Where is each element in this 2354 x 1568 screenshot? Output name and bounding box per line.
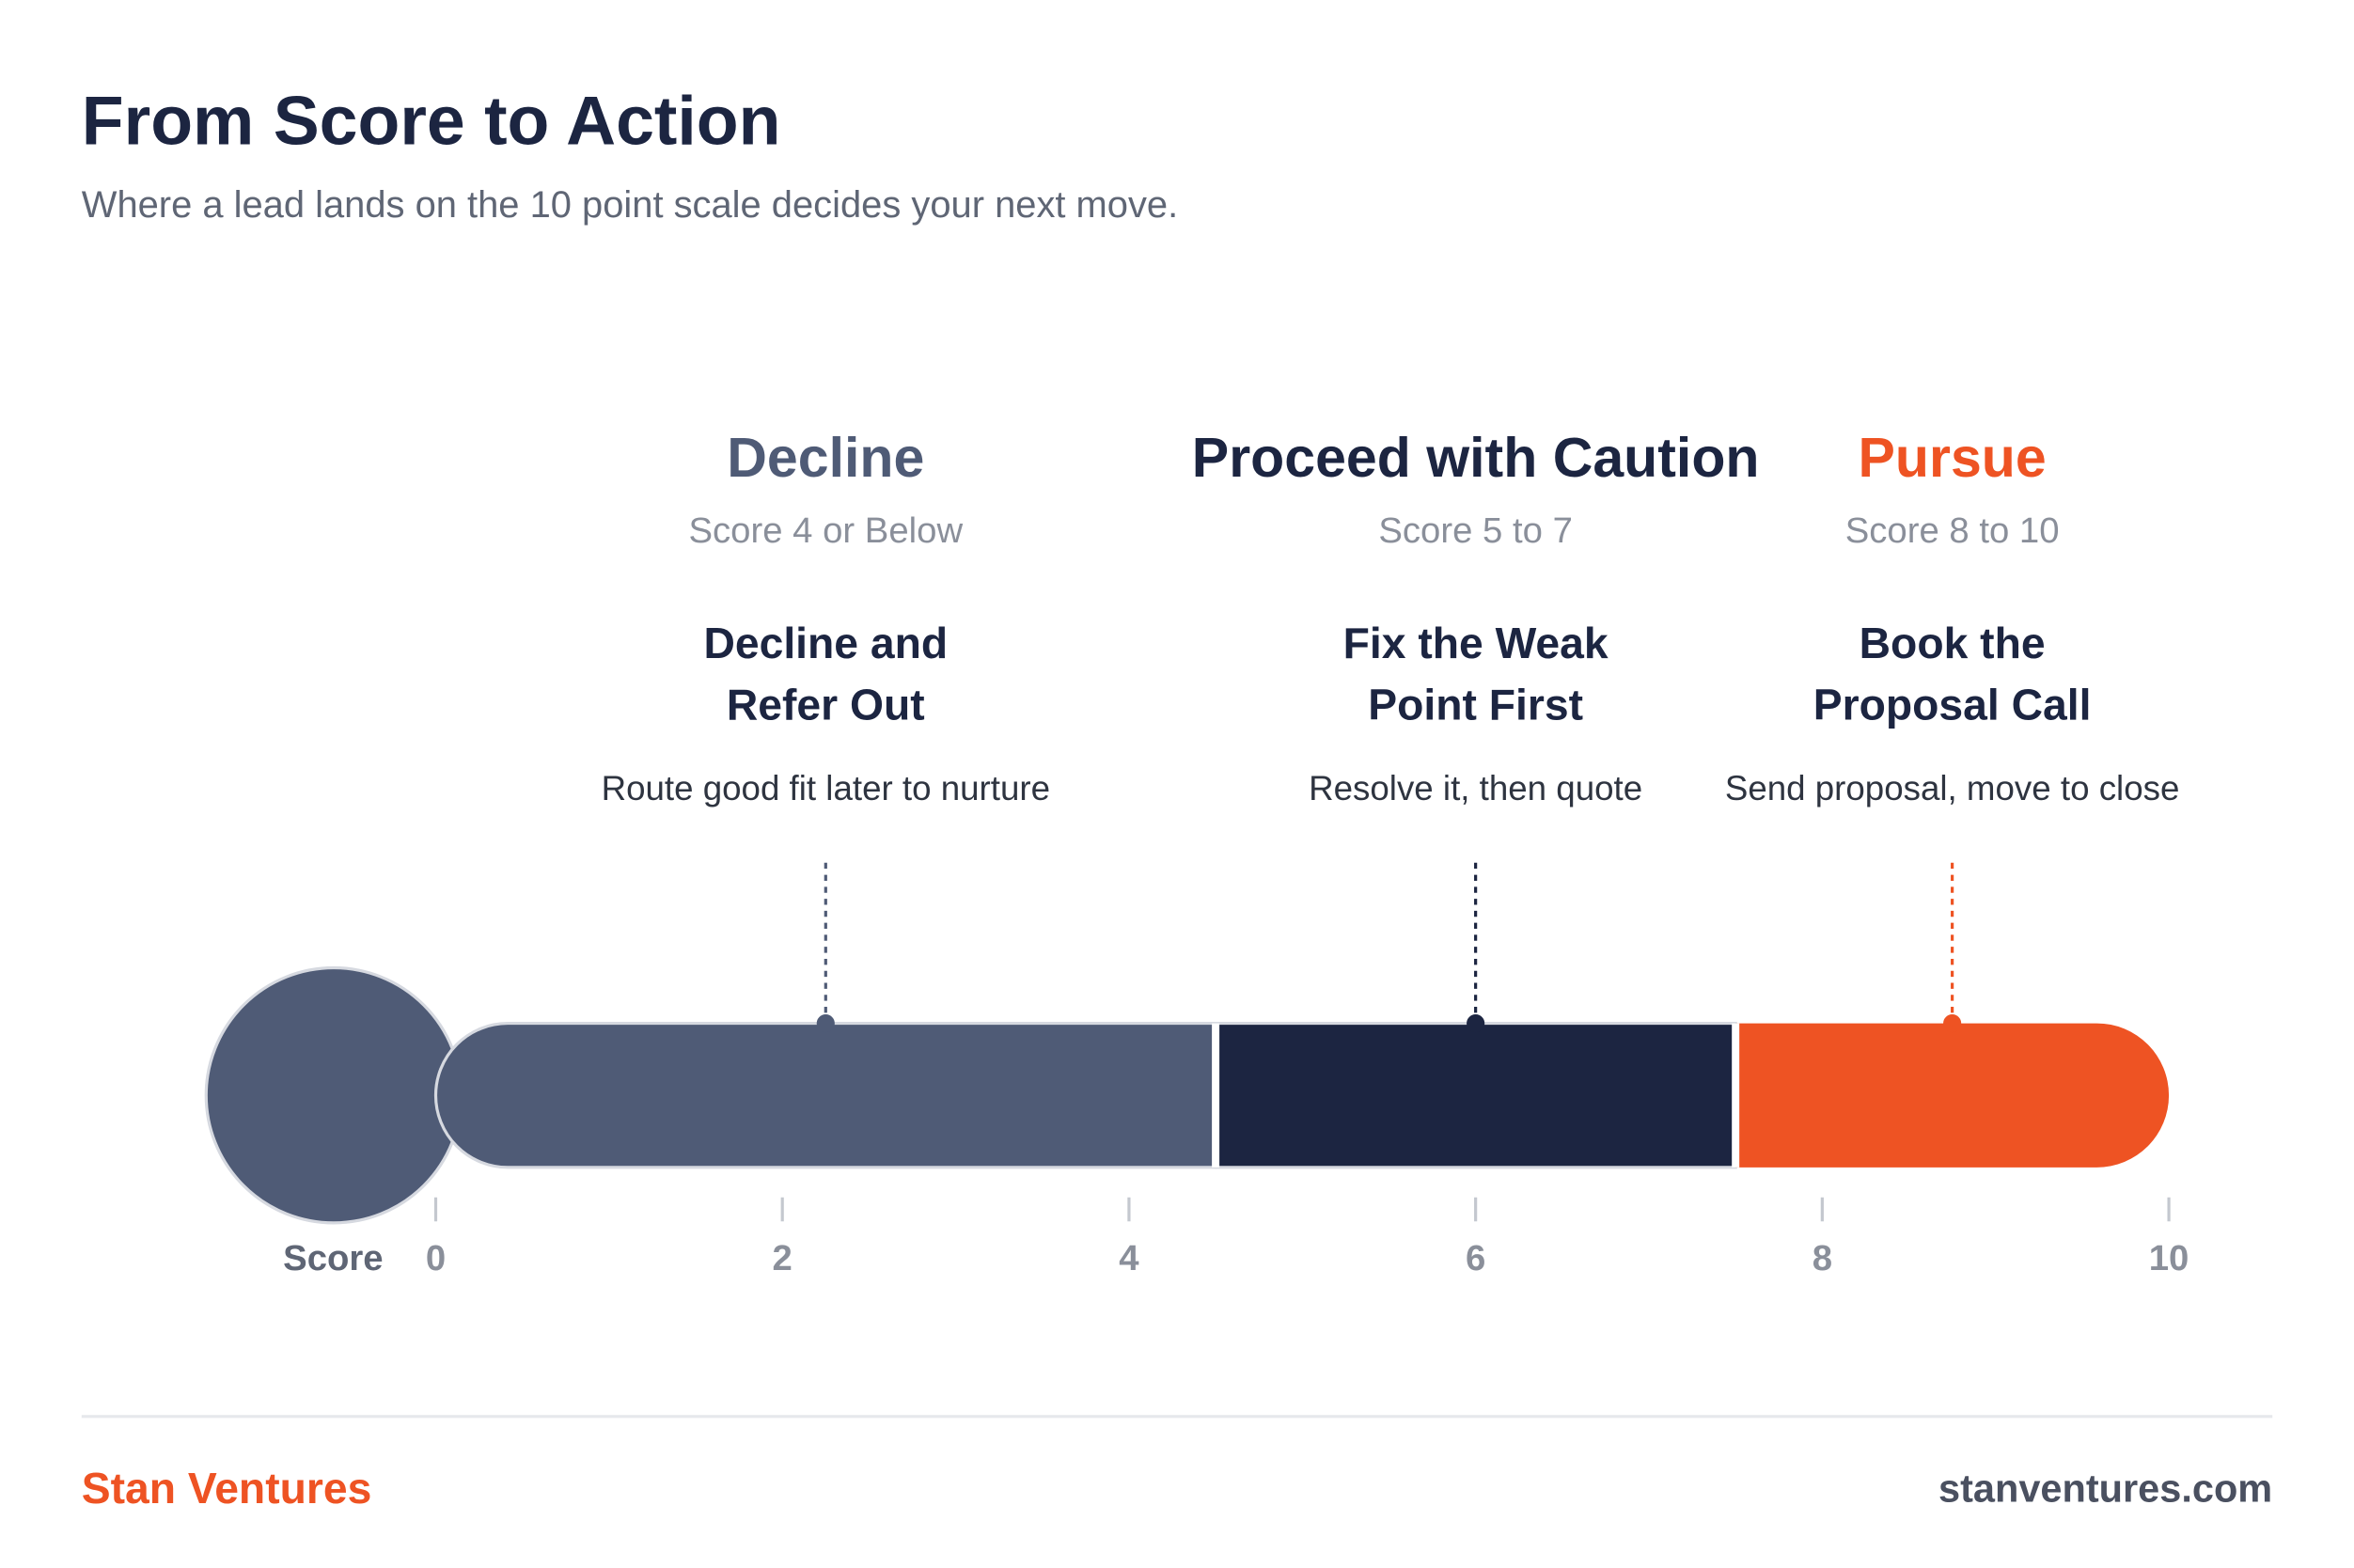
segment-range: Score 4 or Below — [688, 510, 963, 551]
segment-name: Pursue — [1859, 427, 2047, 489]
x-axis-label: Score — [283, 1238, 383, 1278]
action-title: Point First — [1368, 681, 1583, 729]
segment — [433, 1021, 1217, 1169]
x-tick-label: 2 — [773, 1238, 793, 1278]
segment-name: Decline — [727, 427, 924, 489]
x-tick-label: 10 — [2149, 1238, 2189, 1278]
x-tick-label: 8 — [1813, 1238, 1832, 1278]
segment — [1735, 1023, 2170, 1168]
segment-name: Proceed with Caution — [1192, 427, 1760, 489]
segment-range: Score 8 to 10 — [1845, 510, 2060, 551]
segment — [1214, 1021, 1737, 1169]
action-title: Proposal Call — [1813, 681, 2092, 729]
x-tick-label: 6 — [1466, 1238, 1485, 1278]
action-title: Book the — [1860, 619, 2046, 667]
leader-dot — [1943, 1014, 1962, 1033]
title: From Score to Action — [82, 82, 781, 159]
action-detail: Send proposal, move to close — [1725, 769, 2180, 808]
footer-brand: Stan Ventures — [82, 1464, 372, 1513]
leader-dot — [816, 1014, 835, 1033]
action-title: Fix the Weak — [1343, 619, 1609, 667]
action-detail: Route good fit later to nurture — [602, 769, 1050, 808]
x-tick-label: 4 — [1119, 1238, 1139, 1278]
action-detail: Resolve it, then quote — [1309, 769, 1642, 808]
action-title: Refer Out — [727, 681, 925, 729]
footer-url: stanventures.com — [1938, 1466, 2272, 1511]
subtitle: Where a lead lands on the 10 point scale… — [82, 184, 1178, 226]
action-title: Decline and — [703, 619, 948, 667]
segment-range: Score 5 to 7 — [1378, 510, 1573, 551]
leader-dot — [1467, 1014, 1485, 1033]
x-tick-label: 0 — [426, 1238, 446, 1278]
scale-bulb — [204, 965, 463, 1225]
